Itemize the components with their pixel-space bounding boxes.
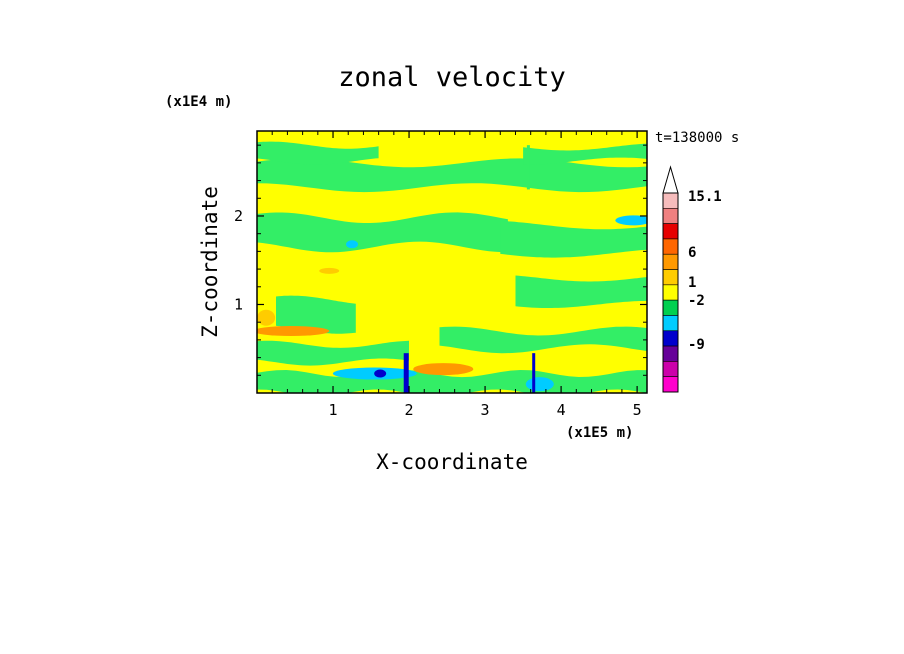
cyan-patch-right-surface: [525, 377, 554, 392]
x-tick-label: 1: [329, 401, 338, 419]
green-streak-top: [526, 145, 530, 190]
x-axis: 1 2 3 4 5: [271, 131, 642, 419]
colorbar-bin: [662, 223, 679, 240]
colorbar-bin: [662, 284, 679, 301]
negative-band-top-right: [523, 143, 647, 165]
y-tick-label: 1: [234, 295, 243, 313]
negative-band-lower-right: [515, 275, 647, 308]
orange-patch-upper: [319, 267, 340, 274]
negative-band-top-left: [257, 141, 379, 165]
x-axis-title: X-coordinate: [376, 450, 528, 474]
chart-title: zonal velocity: [338, 62, 566, 93]
colorbar-bin: [662, 299, 679, 316]
colorbar: 15.1 6 1 -2 -9: [662, 165, 722, 393]
blue-core: [374, 369, 387, 378]
x-unit-label: (x1E5 m): [566, 425, 633, 441]
colorbar-bin: [662, 330, 679, 347]
negative-band-lower-left: [276, 295, 356, 334]
x-tick-label: 2: [405, 401, 414, 419]
colorbar-extend-arrow: [662, 165, 679, 194]
colorbar-bin: [662, 208, 679, 224]
orange-streak-surface: [413, 363, 474, 376]
x-tick-label: 4: [557, 401, 566, 419]
colorbar-label: -2: [688, 293, 705, 309]
colorbar-label: 6: [688, 245, 696, 261]
colorbar-bin: [662, 192, 679, 209]
colorbar-bin: [662, 361, 679, 377]
colorbar-bin: [662, 345, 679, 362]
negative-band-middle-right: [500, 220, 647, 258]
negative-band-near-surface-left: [257, 340, 409, 366]
blue-column-right: [532, 353, 536, 393]
colorbar-label: 15.1: [688, 189, 722, 205]
y-axis-title: Z-coordinate: [198, 186, 222, 338]
y-tick-label: 2: [234, 207, 243, 225]
colorbar-frame: [662, 192, 679, 393]
contour-field: [257, 141, 647, 393]
blue-column: [403, 353, 409, 393]
orange-patch-edge: [257, 309, 276, 326]
colorbar-bin: [662, 315, 679, 332]
colorbar-label: -9: [688, 337, 705, 353]
cyan-patch-mid: [346, 240, 359, 249]
colorbar-bin: [662, 253, 679, 270]
colorbar-bin: [662, 269, 679, 286]
x-tick-label: 3: [481, 401, 490, 419]
negative-band-middle: [257, 212, 508, 253]
time-label: t=138000 s: [655, 130, 739, 146]
y-unit-label: (x1E4 m): [165, 94, 232, 110]
orange-streak-left: [257, 326, 330, 337]
negative-band-near-surface-right: [439, 326, 647, 354]
cyan-patch-right: [615, 215, 647, 226]
colorbar-label: 1: [688, 275, 696, 291]
colorbar-bin: [662, 238, 679, 255]
plot-area: [257, 131, 647, 393]
y-axis: 12: [234, 144, 647, 376]
plot-frame: [256, 130, 648, 394]
negative-band-upper: [257, 158, 647, 193]
x-tick-label: 5: [633, 401, 642, 419]
colorbar-bin: [662, 376, 679, 393]
